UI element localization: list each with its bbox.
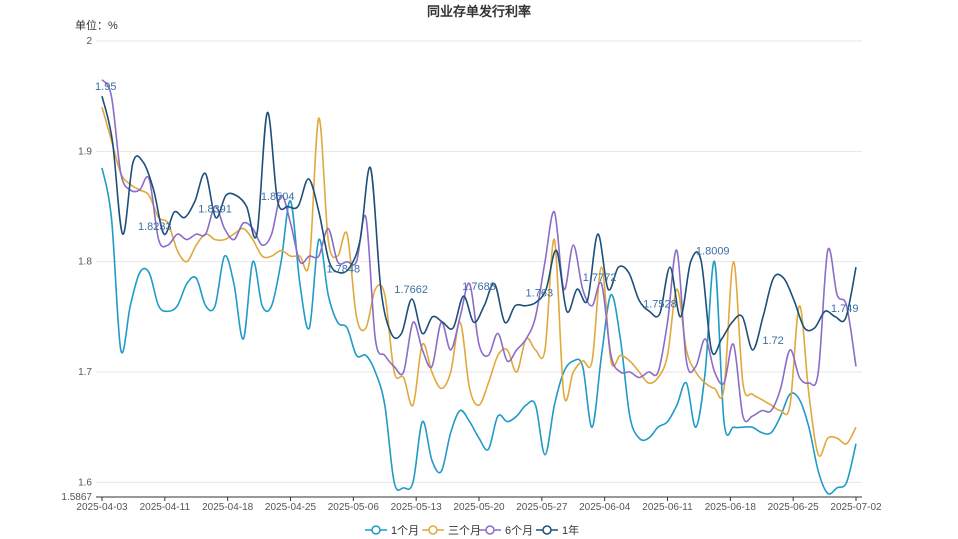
x-tick-label: 2025-06-18	[705, 502, 757, 513]
legend-swatch-marker	[371, 525, 381, 535]
y-tick-label: 1.9	[78, 146, 92, 157]
data-labels: 1.95 1.8233 1.8391 1.8504 1.7848 1.7662 1.7688…	[95, 81, 858, 347]
legend-item[interactable]: 1年	[536, 523, 579, 537]
x-tick-label: 2025-04-03	[76, 502, 128, 513]
data-label: 1.7528	[643, 299, 677, 311]
y-tick-label: 1.7	[78, 367, 92, 378]
chart-title: 同业存单发行利率	[427, 4, 531, 19]
y-tick-label: 2	[86, 36, 92, 47]
y-tick-label: 1.6	[78, 477, 92, 488]
series-line-0	[101, 167, 857, 495]
data-label: 1.763	[526, 287, 554, 299]
unit-label: 单位：%	[75, 18, 118, 32]
legend-item[interactable]: 三个月	[422, 524, 481, 537]
x-tick-label: 2025-06-25	[768, 502, 820, 513]
data-label: 1.8504	[261, 191, 295, 203]
x-tick-label: 2025-05-13	[391, 502, 443, 513]
x-tick-label: 2025-04-18	[202, 502, 254, 513]
legend-label: 1个月	[391, 524, 419, 537]
y-tick-label: 1.5867	[61, 492, 92, 503]
data-label: 1.72	[762, 335, 783, 347]
data-label: 1.8233	[138, 221, 172, 233]
series-line-2	[101, 79, 857, 423]
x-tick-label: 2025-06-04	[579, 502, 631, 513]
legend-label: 1年	[562, 523, 579, 537]
x-tick-label: 2025-04-11	[140, 502, 191, 513]
data-label: 1.8009	[696, 246, 730, 258]
x-tick-label: 2025-05-27	[516, 502, 568, 513]
legend-item[interactable]: 1个月	[365, 524, 419, 537]
legend-swatch-marker	[542, 525, 552, 535]
x-tick-label: 2025-04-25	[265, 502, 317, 513]
data-label: 1.95	[95, 81, 116, 93]
data-label: 1.8391	[198, 204, 232, 216]
x-tick-label: 2025-05-06	[328, 502, 380, 513]
legend-swatch-marker	[428, 525, 438, 535]
data-label: 1.7848	[326, 263, 360, 275]
series-line-3	[101, 96, 857, 356]
y-axis: 1.5867 1.6 1.7 1.8 1.9 2	[61, 36, 92, 503]
grid-lines	[96, 40, 862, 498]
legend-label: 三个月	[448, 524, 481, 537]
series-line-1	[101, 106, 857, 458]
legend-swatch-marker	[485, 525, 495, 535]
legend-label: 6个月	[505, 524, 533, 537]
data-label: 1.7772	[583, 272, 617, 284]
data-label: 1.749	[831, 303, 859, 315]
series-lines	[101, 79, 857, 495]
x-axis: 2025-04-03 2025-04-11 2025-04-18 2025-04-25…	[76, 497, 882, 513]
legend[interactable]: 1个月 三个月 6个月 1年	[365, 523, 579, 537]
y-tick-label: 1.8	[78, 257, 92, 268]
legend-item[interactable]: 6个月	[479, 524, 533, 537]
x-tick-label: 2025-05-20	[453, 502, 505, 513]
data-label: 1.7688	[462, 281, 496, 293]
data-label: 1.7662	[394, 284, 428, 296]
x-tick-label: 2025-06-11	[642, 502, 693, 513]
x-tick-label: 2025-07-02	[830, 502, 882, 513]
